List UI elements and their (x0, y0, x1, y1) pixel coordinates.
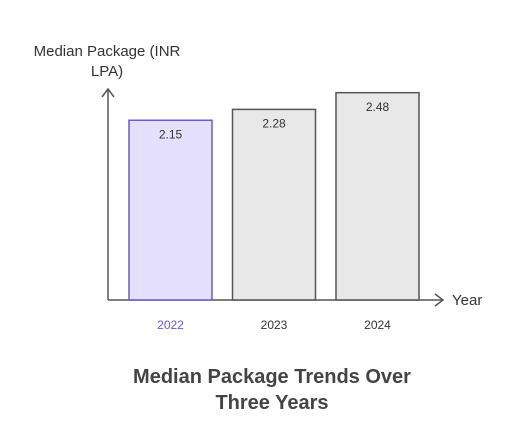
x-tick-label: 2022 (157, 318, 184, 332)
value-label: 2.48 (366, 100, 390, 114)
bar (128, 119, 213, 301)
bar (231, 108, 317, 301)
y-axis-arrow (101, 87, 115, 98)
chart-title: Median Package Trends Over Three Years (133, 366, 411, 414)
value-label: 2.15 (159, 127, 183, 141)
y-axis-label: Median Package (INR LPA) (33, 43, 181, 80)
x-axis-label: Year (452, 292, 482, 309)
x-tick-label: 2023 (261, 318, 288, 332)
bar (335, 91, 420, 301)
x-axis-arrow (434, 293, 445, 307)
x-tick-label: 2024 (364, 318, 391, 332)
value-label: 2.28 (262, 117, 286, 131)
